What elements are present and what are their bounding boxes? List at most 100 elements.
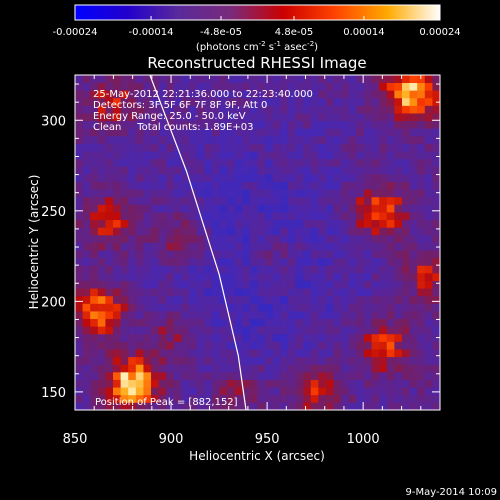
heatmap-cell: [135, 387, 144, 396]
heatmap-cell: [379, 173, 388, 182]
heatmap-cell: [120, 257, 129, 266]
heatmap-cell: [90, 158, 99, 167]
heatmap-cell: [287, 265, 296, 274]
heatmap-cell: [379, 105, 388, 114]
heatmap-cell: [105, 143, 114, 152]
heatmap-cell: [356, 288, 365, 297]
heatmap-cell: [348, 311, 357, 320]
heatmap-cell: [227, 402, 236, 410]
heatmap-cell: [394, 158, 403, 167]
heatmap-cell: [219, 242, 228, 251]
heatmap-cell: [90, 379, 99, 388]
heatmap-cell: [363, 128, 372, 137]
heatmap-cell: [158, 113, 167, 122]
heatmap-cell: [120, 349, 129, 358]
heatmap-cell: [113, 97, 122, 106]
heatmap-cell: [386, 242, 395, 251]
heatmap-cell: [432, 242, 440, 251]
heatmap-cell: [204, 105, 213, 114]
heatmap-cell: [280, 257, 289, 266]
heatmap-cell: [135, 234, 144, 243]
heatmap-cell: [75, 204, 83, 213]
heatmap-cell: [151, 349, 160, 358]
heatmap-cell: [295, 272, 304, 281]
heatmap-cell: [394, 219, 403, 228]
heatmap-cell: [90, 349, 99, 358]
heatmap-cell: [189, 379, 198, 388]
heatmap-cell: [97, 135, 106, 144]
heatmap-cell: [363, 280, 372, 289]
heatmap-cell: [325, 196, 334, 205]
heatmap-cell: [90, 105, 99, 114]
heatmap-cell: [211, 402, 220, 410]
heatmap-cell: [128, 219, 137, 228]
heatmap-cell: [196, 394, 205, 403]
heatmap-cell: [333, 212, 342, 221]
heatmap-cell: [363, 82, 372, 91]
heatmap-cell: [242, 333, 251, 342]
heatmap-cell: [219, 189, 228, 198]
heatmap-cell: [310, 135, 319, 144]
heatmap-cell: [432, 173, 440, 182]
heatmap-cell: [227, 97, 236, 106]
heatmap-cell: [341, 250, 350, 259]
heatmap-cell: [394, 97, 403, 106]
heatmap-cell: [409, 82, 418, 91]
heatmap-cell: [333, 265, 342, 274]
heatmap-cell: [417, 82, 426, 91]
heatmap-cell: [113, 311, 122, 320]
heatmap-cell: [386, 158, 395, 167]
heatmap-cell: [249, 128, 258, 137]
heatmap-cell: [394, 250, 403, 259]
heatmap-cell: [401, 371, 410, 380]
heatmap-cell: [97, 212, 106, 221]
heatmap-cell: [82, 135, 91, 144]
heatmap-cell: [310, 143, 319, 152]
heatmap-cell: [401, 234, 410, 243]
heatmap-cell: [249, 227, 258, 236]
heatmap-cell: [341, 242, 350, 251]
heatmap-cell: [287, 189, 296, 198]
heatmap-cell: [257, 265, 266, 274]
heatmap-cell: [371, 257, 380, 266]
heatmap-cell: [417, 90, 426, 99]
heatmap-cell: [265, 257, 274, 266]
heatmap-cell: [105, 97, 114, 106]
heatmap-cell: [310, 394, 319, 403]
heatmap-cell: [356, 196, 365, 205]
heatmap-cell: [310, 288, 319, 297]
heatmap-cell: [196, 387, 205, 396]
heatmap-cell: [348, 204, 357, 213]
heatmap-cell: [371, 212, 380, 221]
heatmap-cell: [257, 311, 266, 320]
heatmap-cell: [356, 212, 365, 221]
y-tick-label: 300: [41, 114, 66, 129]
heatmap-cell: [120, 341, 129, 350]
heatmap-cell: [333, 227, 342, 236]
heatmap-cell: [90, 219, 99, 228]
heatmap-cell: [204, 227, 213, 236]
heatmap-cell: [386, 181, 395, 190]
heatmap-cell: [333, 280, 342, 289]
heatmap-cell: [90, 394, 99, 403]
heatmap-cell: [257, 379, 266, 388]
heatmap-cell: [325, 151, 334, 160]
heatmap-cell: [432, 204, 440, 213]
heatmap-cell: [219, 82, 228, 91]
heatmap-cell: [371, 227, 380, 236]
heatmap-cell: [287, 333, 296, 342]
heatmap-cell: [105, 82, 114, 91]
heatmap-cell: [295, 341, 304, 350]
heatmap-cell: [401, 272, 410, 281]
heatmap-cell: [189, 113, 198, 122]
heatmap-cell: [280, 166, 289, 175]
heatmap-cell: [120, 333, 129, 342]
heatmap-cell: [363, 90, 372, 99]
heatmap-cell: [143, 349, 152, 358]
heatmap-cell: [75, 219, 83, 228]
heatmap-cell: [417, 356, 426, 365]
heatmap-cell: [287, 379, 296, 388]
heatmap-cell: [318, 97, 327, 106]
heatmap-cell: [272, 105, 281, 114]
heatmap-cell: [280, 234, 289, 243]
